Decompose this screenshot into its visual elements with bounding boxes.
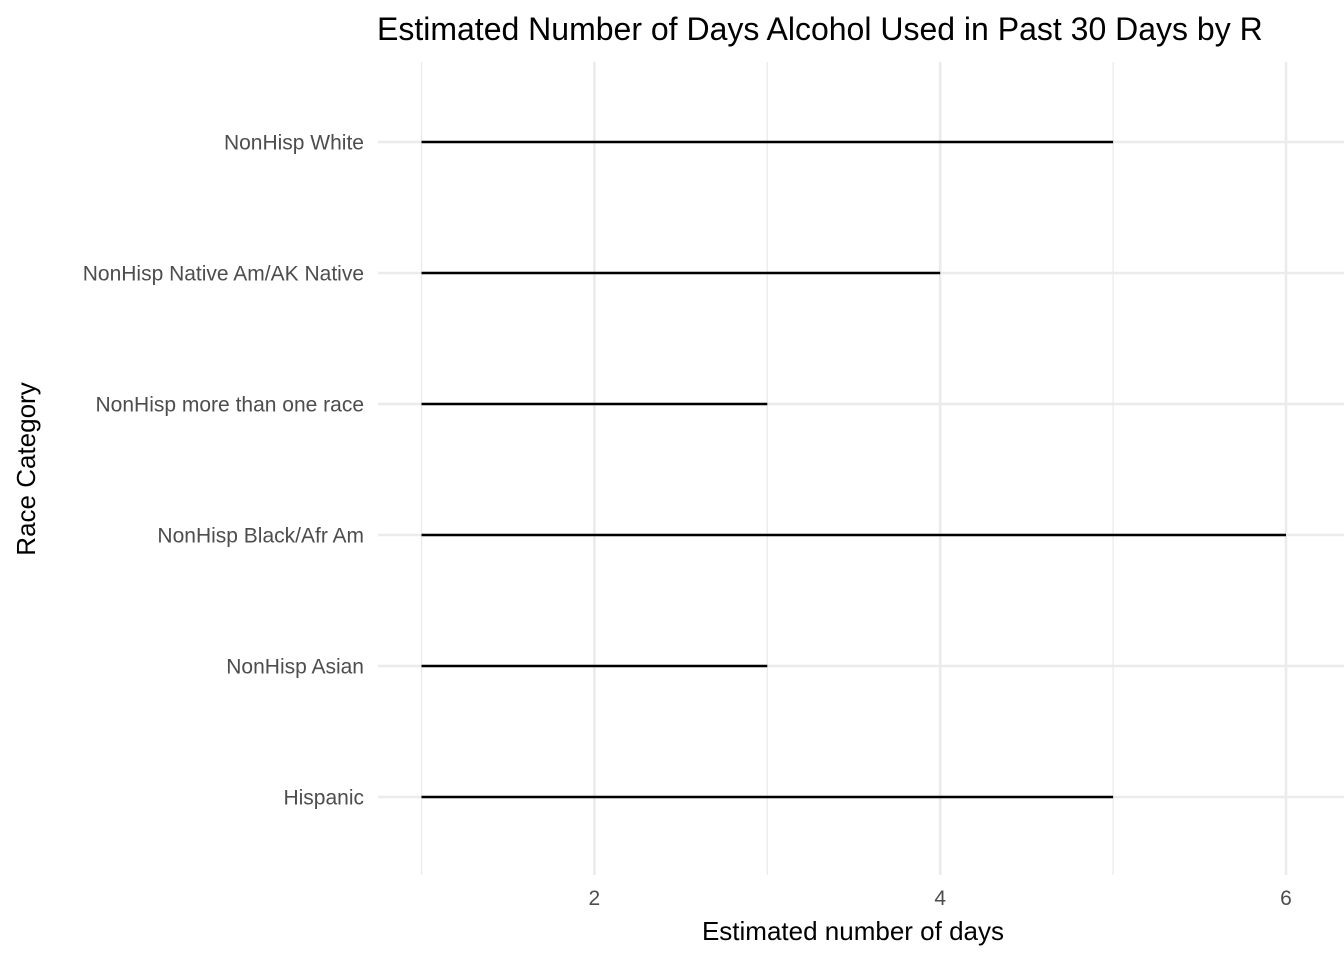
y-tick-label: NonHisp Black/Afr Am [157, 525, 364, 548]
y-tick-label: NonHisp White [224, 132, 364, 155]
chart-title: Estimated Number of Days Alcohol Used in… [377, 11, 1263, 47]
y-tick-labels: Hispanic NonHisp Asian NonHisp Black/Afr A… [83, 132, 364, 810]
y-axis-title: Race Category [11, 382, 41, 555]
y-tick-label: Hispanic [283, 787, 364, 810]
x-tick-label: 4 [934, 887, 946, 910]
y-tick-label: NonHisp Asian [226, 656, 364, 679]
segment-series [421, 140, 1286, 799]
x-tick-label: 2 [589, 887, 601, 910]
x-tick-label: 6 [1280, 887, 1292, 910]
y-tick-label: NonHisp Native Am/AK Native [83, 263, 364, 286]
x-tick-labels: 2 4 6 [589, 887, 1292, 910]
grid-lines [378, 62, 1344, 875]
x-axis-title: Estimated number of days [702, 916, 1004, 946]
y-tick-label: NonHisp more than one race [96, 394, 364, 417]
